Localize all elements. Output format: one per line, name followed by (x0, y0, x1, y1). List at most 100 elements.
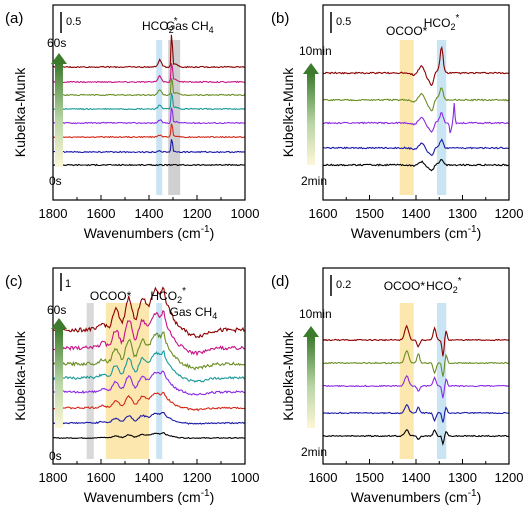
y-axis-label: Kubelka-Munk (280, 67, 296, 157)
x-tick-label: 1200 (183, 470, 212, 485)
band-annotation: OCOO* (386, 24, 428, 38)
spectrum-line (52, 349, 246, 383)
y-axis-label: Kubelka-Munk (280, 330, 296, 420)
spectrum-line (52, 78, 246, 97)
x-tick-label: 1400 (402, 470, 431, 485)
spectrum-line (52, 139, 246, 154)
scale-bar-label: 0.2 (336, 279, 351, 291)
x-tick-label: 1500 (355, 206, 384, 221)
time-arrow-head (51, 53, 67, 64)
band-annotation: HCO2* (150, 286, 186, 305)
time-arrow-shaft (55, 328, 63, 428)
spectrum-line (322, 87, 510, 112)
band-annotation: HCO2* (424, 13, 460, 32)
y-axis-label: Kubelka-Munk (12, 67, 28, 157)
spectrum-line (52, 63, 246, 84)
spectrum-line (322, 374, 510, 399)
x-axis-label: Wavenumbers (cm-1) (351, 224, 482, 241)
x-tick-label: 1200 (183, 206, 212, 221)
spectrum-line (52, 92, 246, 111)
time-label-start: 2min (301, 445, 327, 459)
spectrum-line (322, 324, 510, 357)
spectrum-line (52, 123, 246, 139)
band-annotation: Gas CH4 (170, 305, 218, 321)
time-arrow-shaft (55, 63, 63, 167)
panel-c: 1800 1600 1400 1200 1000 Wavenumbers (cm-1) Ku… (5, 267, 260, 505)
x-tick-label: 1400 (135, 470, 164, 485)
scale-bar-label: 0.5 (336, 16, 351, 28)
band-annotation: Gas CH4 (166, 19, 214, 35)
panel-a: 1800 1600 1400 1200 1000 Wavenumbers (cm-1) Ku… (5, 4, 260, 241)
panel-d: 1600 1500 1400 1300 1200 Wavenumbers (cm-1) Ku… (271, 267, 524, 505)
x-tick-label: 1600 (87, 470, 116, 485)
highlight-band (156, 40, 163, 195)
band-annotation: HCO2* (426, 276, 462, 295)
highlight-band (105, 303, 149, 459)
spectrum-line (52, 310, 246, 357)
spectrum-line (52, 391, 246, 412)
scale-bar-label: 0.5 (66, 16, 81, 28)
highlight-band (399, 40, 414, 195)
time-arrow-shaft (307, 73, 315, 165)
highlight-band (156, 303, 163, 459)
time-arrow-head (51, 318, 67, 329)
time-label-start: 0s (49, 174, 62, 188)
spectrum-line (52, 286, 246, 339)
y-axis-label: Kubelka-Munk (12, 330, 28, 420)
spectrum-line (52, 412, 246, 425)
x-axis-label: Wavenumbers (cm-1) (351, 488, 482, 505)
panel-label: (d) (271, 273, 289, 290)
x-tick-label: 1800 (39, 470, 68, 485)
x-tick-label: 1500 (355, 470, 384, 485)
plot-frame (322, 267, 510, 465)
time-label-end: 60s (47, 303, 66, 317)
spectrum-line (322, 159, 510, 172)
spectrum-line (53, 34, 246, 69)
time-arrow-head (303, 326, 319, 337)
time-arrow-shaft (307, 336, 315, 428)
panel-label: (a) (5, 10, 23, 27)
highlight-band (436, 303, 447, 459)
spectrum-line (322, 45, 510, 87)
x-tick-label: 1000 (231, 470, 260, 485)
highlight-band (86, 303, 94, 459)
x-axis-label: Wavenumbers (cm-1) (84, 488, 215, 505)
spectrum-line (322, 428, 510, 447)
time-label-end: 10min (299, 44, 332, 58)
x-tick-label: 1800 (39, 206, 68, 221)
panels-layer: 1800 1600 1400 1200 1000 Wavenumbers (cm-1) Ku… (5, 4, 524, 505)
plot-frame (52, 4, 246, 201)
panel-label: (b) (271, 10, 289, 27)
time-label-end: 10min (299, 307, 332, 321)
time-label-end: 60s (47, 36, 66, 50)
x-tick-label: 1600 (87, 206, 116, 221)
x-tick-label: 1300 (448, 206, 477, 221)
highlight-band (436, 40, 447, 195)
spectrum-line (322, 138, 510, 156)
band-annotation: OCOO* (384, 279, 426, 293)
time-arrow-head (303, 63, 319, 74)
panel-b: 1600 1500 1400 1300 1200 Wavenumbers (cm-1) Ku… (271, 4, 524, 241)
band-annotation: HCO2* (142, 16, 178, 35)
x-tick-label: 1400 (135, 206, 164, 221)
spectrum-line (323, 403, 510, 423)
spectrum-line (322, 102, 510, 134)
band-annotation: OCOO* (90, 289, 132, 303)
panel-label: (c) (5, 273, 23, 290)
x-tick-label: 1200 (495, 206, 524, 221)
time-label-start: 2min (301, 174, 327, 188)
highlight-band (399, 303, 414, 459)
x-tick-label: 1600 (309, 470, 338, 485)
time-label-start: 0s (49, 449, 62, 463)
spectrum-line (322, 349, 510, 377)
spectrum-line (52, 331, 246, 371)
x-axis-label: Wavenumbers (cm-1) (84, 224, 215, 241)
scale-bar-label: 1 (65, 278, 71, 290)
spectrum-line (52, 107, 246, 125)
x-tick-label: 1400 (402, 206, 431, 221)
x-tick-label: 1000 (231, 206, 260, 221)
x-tick-label: 1600 (309, 206, 338, 221)
spectrum-line (52, 163, 245, 167)
x-tick-label: 1200 (495, 470, 524, 485)
